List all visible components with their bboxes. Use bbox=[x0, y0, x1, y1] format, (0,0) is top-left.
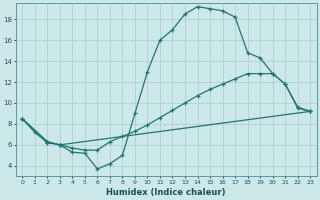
X-axis label: Humidex (Indice chaleur): Humidex (Indice chaleur) bbox=[107, 188, 226, 197]
